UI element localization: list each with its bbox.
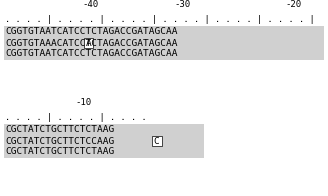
Bar [4, 124, 204, 158]
Text: . . . . | . . . . | . . . .: . . . . | . . . . | . . . . [5, 113, 147, 122]
Text: -20: -20 [285, 0, 302, 9]
Text: -40: -40 [82, 0, 98, 9]
Text: CGCTATCTGCTTCTCCAAG: CGCTATCTGCTTCTCCAAG [6, 136, 115, 145]
Text: CGCTATCTGCTTCTCTAAG: CGCTATCTGCTTCTCTAAG [6, 148, 115, 156]
Bar [152, 136, 161, 146]
Text: CGGTGTAATCATCCTCTAGACCGATAGCAA: CGGTGTAATCATCCTCTAGACCGATAGCAA [6, 27, 178, 36]
Bar [84, 38, 93, 48]
Text: -30: -30 [174, 0, 190, 9]
Text: . . . . | . . . . | . . . . | . . . . | . . . . | . . . . |: . . . . | . . . . | . . . . | . . . . | … [5, 15, 315, 24]
Text: C: C [154, 136, 159, 145]
Text: CGCTATCTGCTTCTCTAAG: CGCTATCTGCTTCTCTAAG [6, 125, 115, 134]
Text: -10: -10 [75, 98, 92, 107]
Bar [4, 26, 324, 60]
Text: CGGTGTAAACATCCTCTAGACCGATAGCAA: CGGTGTAAACATCCTCTAGACCGATAGCAA [6, 38, 178, 47]
Text: CGGTGTAATCATCCTCTAGACCGATAGCAA: CGGTGTAATCATCCTCTAGACCGATAGCAA [6, 50, 178, 58]
Text: A: A [86, 38, 91, 47]
